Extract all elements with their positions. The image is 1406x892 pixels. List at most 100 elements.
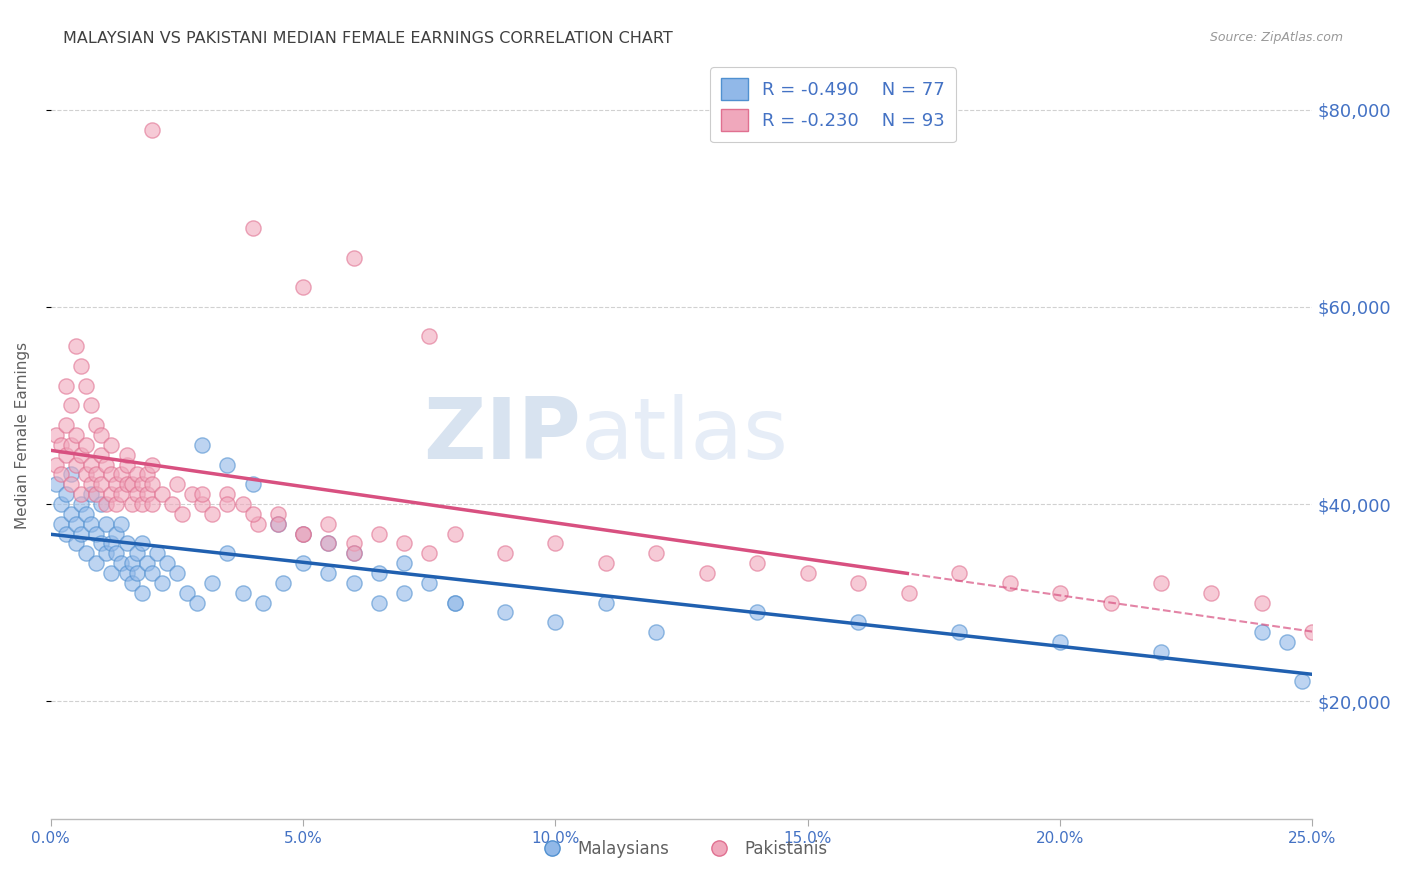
Point	[166, 566, 188, 580]
Point	[595, 596, 617, 610]
Point	[318, 536, 340, 550]
Point	[55, 378, 77, 392]
Point	[45, 428, 67, 442]
Point	[191, 438, 214, 452]
Point	[45, 458, 67, 472]
Point	[201, 575, 224, 590]
Text: ZIP: ZIP	[423, 393, 581, 476]
Point	[160, 497, 183, 511]
Point	[80, 487, 103, 501]
Point	[201, 507, 224, 521]
Point	[55, 526, 77, 541]
Point	[948, 625, 970, 640]
Point	[797, 566, 820, 580]
Point	[292, 556, 315, 570]
Point	[1049, 635, 1071, 649]
Point	[100, 467, 122, 482]
Point	[342, 251, 364, 265]
Point	[292, 526, 315, 541]
Point	[65, 516, 87, 531]
Point	[60, 438, 83, 452]
Point	[90, 477, 112, 491]
Point	[100, 536, 122, 550]
Point	[110, 516, 132, 531]
Point	[897, 586, 920, 600]
Point	[186, 596, 208, 610]
Point	[318, 536, 340, 550]
Point	[443, 526, 465, 541]
Point	[55, 448, 77, 462]
Point	[70, 497, 93, 511]
Point	[105, 477, 128, 491]
Point	[318, 516, 340, 531]
Point	[242, 477, 264, 491]
Point	[65, 536, 87, 550]
Point	[131, 477, 153, 491]
Point	[121, 497, 143, 511]
Point	[84, 418, 107, 433]
Point	[100, 566, 122, 580]
Legend: Malaysians, Pakistanis: Malaysians, Pakistanis	[529, 833, 834, 865]
Point	[135, 487, 157, 501]
Point	[747, 606, 769, 620]
Point	[131, 497, 153, 511]
Point	[645, 625, 668, 640]
Point	[84, 467, 107, 482]
Point	[141, 497, 163, 511]
Point	[70, 526, 93, 541]
Point	[121, 575, 143, 590]
Point	[292, 526, 315, 541]
Point	[170, 507, 193, 521]
Point	[595, 556, 617, 570]
Point	[166, 477, 188, 491]
Point	[141, 458, 163, 472]
Point	[110, 487, 132, 501]
Point	[232, 586, 254, 600]
Point	[110, 467, 132, 482]
Point	[146, 546, 169, 560]
Point	[49, 467, 72, 482]
Point	[141, 477, 163, 491]
Point	[418, 329, 440, 343]
Point	[100, 487, 122, 501]
Point	[544, 615, 567, 630]
Point	[65, 458, 87, 472]
Point	[150, 575, 173, 590]
Point	[232, 497, 254, 511]
Point	[115, 536, 138, 550]
Point	[1275, 635, 1298, 649]
Point	[105, 546, 128, 560]
Point	[1099, 596, 1122, 610]
Point	[998, 575, 1021, 590]
Point	[150, 487, 173, 501]
Point	[418, 546, 440, 560]
Point	[696, 566, 718, 580]
Point	[443, 596, 465, 610]
Point	[267, 507, 290, 521]
Point	[90, 428, 112, 442]
Point	[80, 477, 103, 491]
Point	[121, 477, 143, 491]
Point	[846, 615, 869, 630]
Point	[125, 487, 148, 501]
Point	[392, 536, 415, 550]
Text: MALAYSIAN VS PAKISTANI MEDIAN FEMALE EARNINGS CORRELATION CHART: MALAYSIAN VS PAKISTANI MEDIAN FEMALE EAR…	[63, 31, 673, 46]
Point	[60, 507, 83, 521]
Y-axis label: Median Female Earnings: Median Female Earnings	[15, 342, 30, 529]
Point	[105, 526, 128, 541]
Point	[45, 477, 67, 491]
Point	[60, 399, 83, 413]
Point	[367, 526, 389, 541]
Point	[121, 556, 143, 570]
Point	[131, 536, 153, 550]
Point	[544, 536, 567, 550]
Point	[49, 516, 72, 531]
Point	[75, 507, 97, 521]
Point	[96, 497, 118, 511]
Point	[70, 359, 93, 373]
Point	[1150, 575, 1173, 590]
Point	[1301, 625, 1323, 640]
Point	[367, 566, 389, 580]
Point	[110, 556, 132, 570]
Point	[156, 556, 179, 570]
